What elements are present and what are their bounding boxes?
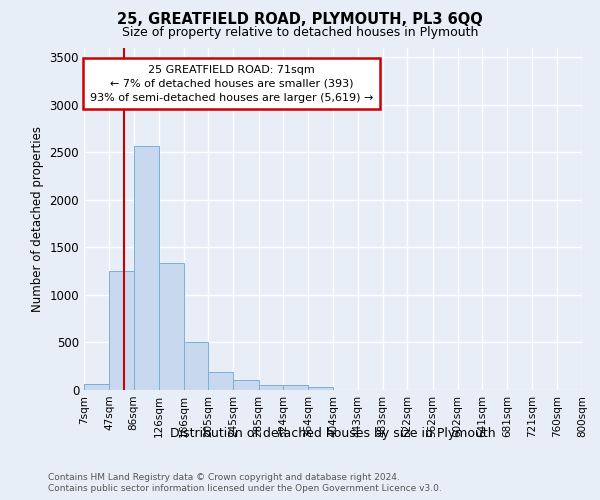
Bar (283, 385, 308, 390)
Text: Distribution of detached houses by size in Plymouth: Distribution of detached houses by size … (170, 428, 496, 440)
Bar (208, 372, 233, 390)
Bar (308, 386, 334, 390)
Text: Contains public sector information licensed under the Open Government Licence v3: Contains public sector information licen… (48, 484, 442, 493)
Bar (109, 271, 134, 390)
Text: Contains HM Land Registry data © Crown copyright and database right 2024.: Contains HM Land Registry data © Crown c… (48, 472, 400, 482)
Bar (184, 342, 208, 390)
Y-axis label: Number of detached properties: Number of detached properties (31, 126, 44, 312)
Bar (233, 380, 259, 390)
Text: Size of property relative to detached houses in Plymouth: Size of property relative to detached ho… (122, 26, 478, 39)
Bar (159, 262, 184, 390)
Bar (134, 146, 159, 390)
Text: 25, GREATFIELD ROAD, PLYMOUTH, PL3 6QQ: 25, GREATFIELD ROAD, PLYMOUTH, PL3 6QQ (117, 12, 483, 28)
Bar (84, 384, 109, 390)
Bar (259, 385, 283, 390)
Text: 25 GREATFIELD ROAD: 71sqm
← 7% of detached houses are smaller (393)
93% of semi-: 25 GREATFIELD ROAD: 71sqm ← 7% of detach… (90, 64, 373, 102)
